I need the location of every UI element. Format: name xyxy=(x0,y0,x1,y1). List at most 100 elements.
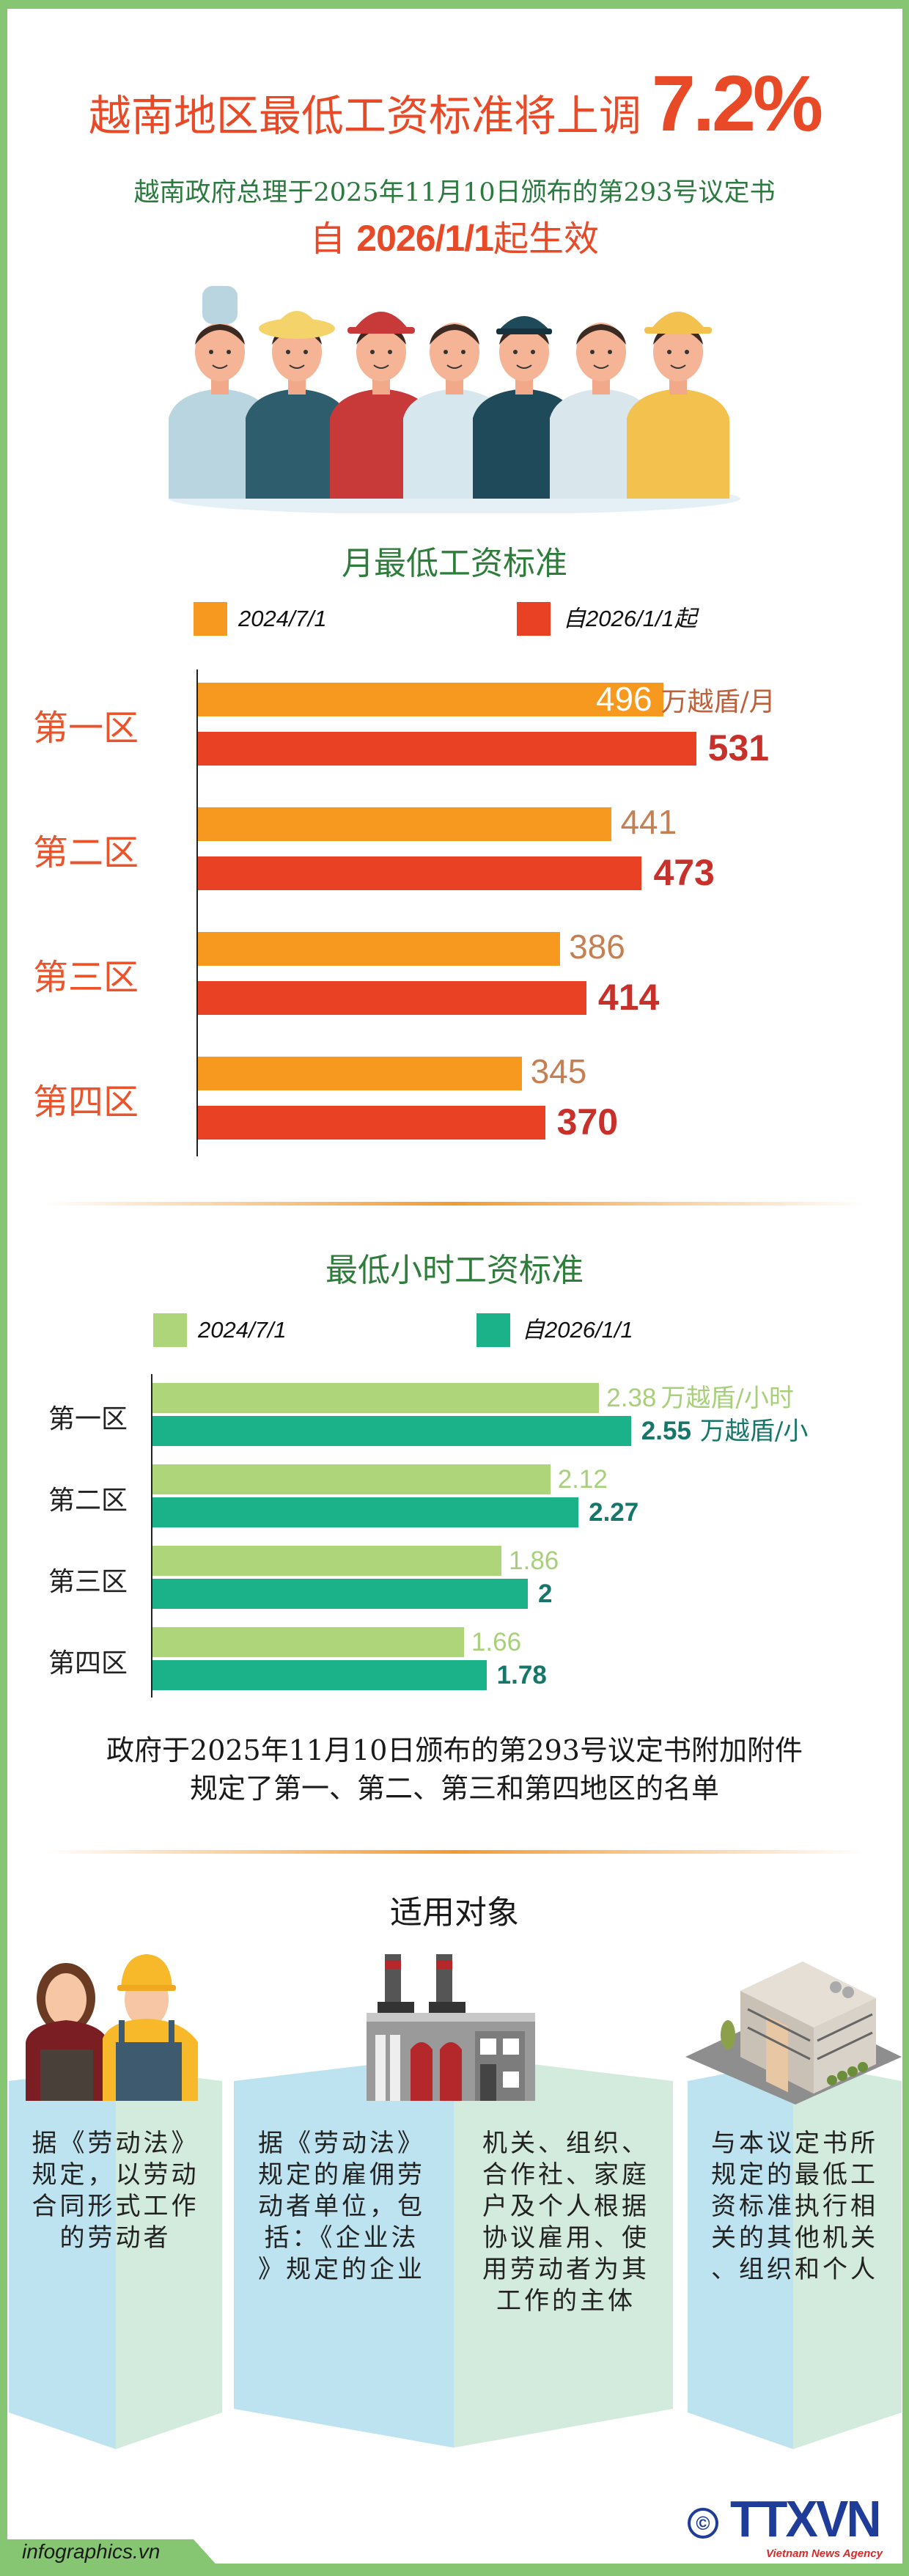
region-label: 第一区 xyxy=(48,1404,128,1434)
effective-date-line: 自 2026/1/1起生效 xyxy=(0,210,909,261)
region-label: 第一区 xyxy=(33,708,139,749)
bar-2026 xyxy=(198,981,586,1015)
legend-swatch-2026 xyxy=(517,602,551,636)
effective-prefix: 自 xyxy=(310,219,357,260)
value-label-2024: 2.12 xyxy=(557,1465,608,1494)
region-label: 第四区 xyxy=(33,1082,139,1123)
bar-2024 xyxy=(152,1546,502,1576)
bar-2024 xyxy=(198,683,663,716)
panel-text-line: 合作社、家庭 xyxy=(482,2160,649,2190)
bar-2024 xyxy=(152,1627,464,1657)
panel-text-line: 规定，以劳动 xyxy=(32,2160,199,2190)
panel-text-line: 、组织和个人 xyxy=(711,2255,878,2284)
value-label-2024: 496 xyxy=(595,680,652,718)
bar-2026 xyxy=(152,1579,528,1609)
value-label-2026: 414 xyxy=(597,977,660,1018)
panel-text-line: 用劳动者为其 xyxy=(482,2255,649,2284)
bar-2026 xyxy=(152,1660,487,1690)
page-title: 越南地区最低工资标准将上调 7.2% xyxy=(0,57,909,149)
panel-text-1: 据《劳动法》 规定，以劳动 合同形式工作 的劳动者 xyxy=(9,2128,222,2254)
frame-border-bottom xyxy=(0,2564,909,2576)
legend-swatch-2024-hourly xyxy=(153,1313,187,1347)
footer-site[interactable]: infographics.vn xyxy=(22,2540,161,2563)
value-label-2024: 1.86 xyxy=(509,1546,559,1575)
panel-text-3: 机关、组织、 合作社、家庭 户及个人根据 协议雇用、使 用劳动者为其 工作的主体 xyxy=(460,2128,671,2317)
value-with-unit-2024: 496 万越盾/月 xyxy=(596,680,776,718)
frame-border-left xyxy=(0,0,7,2576)
legend-swatch-2024 xyxy=(194,602,227,636)
bar-2026 xyxy=(152,1416,631,1446)
value-label-2026: 2 xyxy=(538,1579,553,1608)
section-divider xyxy=(44,1850,865,1854)
value-label-2024: 386 xyxy=(569,928,625,966)
construction-worker-figure xyxy=(627,312,729,499)
applicable-title: 适用对象 xyxy=(390,1894,519,1931)
factory-icon xyxy=(367,1954,535,2101)
panel-text-line: 与本议定书所 xyxy=(711,2129,878,2158)
panel-text-line: 规定的雇佣劳 xyxy=(258,2160,425,2190)
monthly-chart-title: 月最低工资标准 xyxy=(342,545,567,582)
panel-text-2: 据《劳动法》 规定的雇佣劳 动者单位，包 括：《企业法 》规定的企业 xyxy=(236,2128,447,2286)
unit-label: 万越盾/月 xyxy=(660,687,776,717)
workers-icon xyxy=(26,1954,198,2101)
panel-text-line: 资标准执行相 xyxy=(711,2192,878,2221)
ttxvn-logo: TTXVN xyxy=(730,2490,882,2547)
farmer-figure xyxy=(246,311,348,499)
panel-text-line: 规定的最低工 xyxy=(711,2160,878,2190)
value-label-2024: 2.38 xyxy=(606,1384,657,1412)
bar-2026 xyxy=(198,1106,545,1140)
value-with-unit-2026: 2.55 万越盾/小 xyxy=(641,1416,809,1446)
panel-3-left xyxy=(688,2061,793,2449)
panel-text-line: 协议雇用、使 xyxy=(482,2223,649,2253)
value-label-2026: 2.55 xyxy=(641,1417,691,1445)
panel-2-left xyxy=(234,2055,454,2448)
value-label-2026: 370 xyxy=(556,1101,619,1142)
legend-label-2024-hourly: 2024/7/1 xyxy=(198,1317,287,1343)
value-label-2026: 1.78 xyxy=(496,1661,547,1689)
panel-text-line: 动者单位，包 xyxy=(258,2192,425,2221)
panel-text-line: 关的其他机关 xyxy=(711,2223,878,2253)
region-label: 第四区 xyxy=(48,1648,128,1678)
panel-text-line: 据《劳动法》 xyxy=(32,2129,199,2158)
value-label-2026: 531 xyxy=(707,727,770,768)
panel-1-left xyxy=(9,2068,116,2449)
decree-subtitle: 越南政府总理于2025年11月10日颁布的第293号议定书 xyxy=(133,178,776,208)
region-label: 第三区 xyxy=(48,1567,128,1597)
monthly-chart-axis xyxy=(196,669,198,1156)
effective-suffix: 起生效 xyxy=(493,219,599,260)
bar-2024 xyxy=(152,1383,600,1413)
annex-note-line-2: 规定了第一、第二、第三和第四地区的名单 xyxy=(189,1772,719,1805)
legend-swatch-2026-hourly xyxy=(476,1313,510,1347)
workers-illustration xyxy=(169,286,740,513)
frame-border-right xyxy=(902,0,909,2576)
ttxvn-logo-subtitle: Vietnam News Agency xyxy=(766,2547,883,2560)
effective-date: 2026/1/1 xyxy=(356,218,494,259)
region-label: 第三区 xyxy=(33,957,139,998)
panel-text-line: 户及个人根据 xyxy=(482,2192,649,2221)
panel-text-line: 》规定的企业 xyxy=(258,2255,425,2284)
title-text: 越南地区最低工资标准将上调 xyxy=(88,91,641,141)
legend-label-2026: 自2026/1/1起 xyxy=(563,606,697,631)
bar-2026 xyxy=(152,1497,579,1527)
panel-backgrounds xyxy=(9,2055,902,2449)
panel-text-line: 合同形式工作 xyxy=(32,2192,199,2221)
legend-label-2024: 2024/7/1 xyxy=(238,606,327,631)
unit-label-2024: 万越盾/小时 xyxy=(660,1384,794,1413)
value-label-2024: 441 xyxy=(620,803,677,841)
value-label-2026: 2.27 xyxy=(589,1498,639,1527)
panel-1-right xyxy=(116,2068,222,2449)
bar-2024 xyxy=(198,1057,522,1090)
panel-text-line: 机关、组织、 xyxy=(482,2129,649,2158)
section-divider xyxy=(44,1202,865,1206)
value-label-2024: 345 xyxy=(530,1052,587,1090)
panel-text-line: 工作的主体 xyxy=(496,2286,636,2316)
panel-3-right xyxy=(793,2061,902,2449)
value-label-2026: 473 xyxy=(653,852,715,893)
panel-text-line: 据《劳动法》 xyxy=(258,2129,425,2158)
annex-note-line-1: 政府于2025年11月10日颁布的第293号议定书附加附件 xyxy=(106,1734,803,1766)
panel-text-line: 括：《企业法 xyxy=(264,2223,419,2253)
frame-border-top xyxy=(0,0,909,9)
bar-2024 xyxy=(152,1464,551,1494)
office-building-icon xyxy=(685,1962,902,2105)
region-label: 第二区 xyxy=(48,1486,128,1516)
